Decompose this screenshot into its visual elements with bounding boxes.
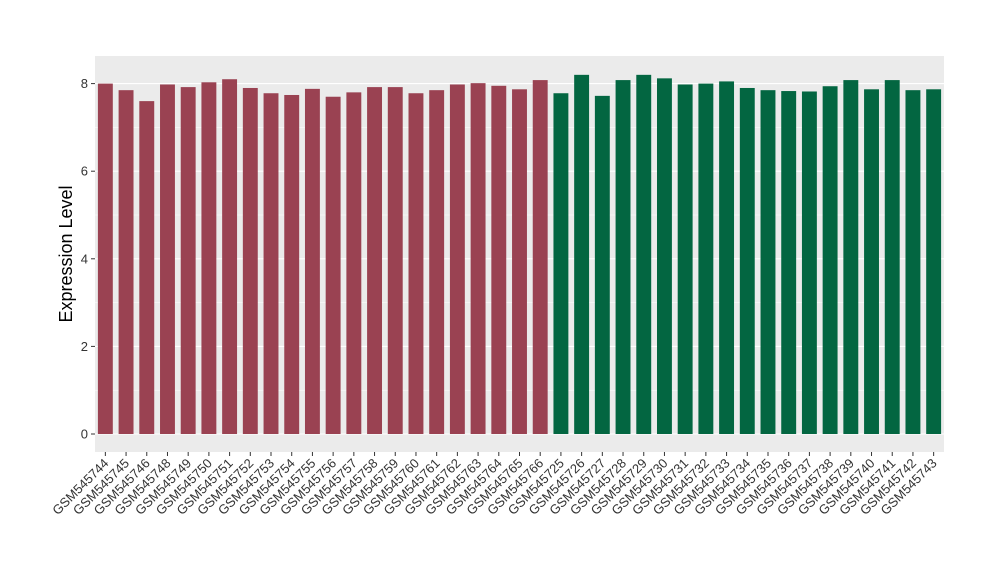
y-tick-label: 8 — [81, 76, 88, 91]
bar-gsm545743 — [926, 89, 942, 434]
bar-gsm545745 — [118, 90, 134, 435]
bar-gsm545746 — [139, 101, 155, 435]
bar-gsm545737 — [801, 91, 817, 434]
bar-gsm545739 — [843, 80, 859, 434]
bar-gsm545759 — [387, 87, 403, 434]
bar-gsm545755 — [304, 88, 320, 434]
bar-gsm545725 — [553, 93, 569, 435]
bar-gsm545729 — [636, 74, 652, 434]
bar-gsm545732 — [698, 83, 714, 434]
bar-gsm545764 — [491, 85, 507, 434]
bar-gsm545757 — [346, 92, 362, 435]
bar-gsm545763 — [470, 83, 486, 435]
bar-gsm545736 — [781, 91, 797, 435]
bar-gsm545734 — [739, 87, 755, 434]
bar-gsm545730 — [656, 78, 672, 435]
y-tick-label: 4 — [81, 251, 88, 266]
bars — [97, 74, 942, 435]
bar-gsm545741 — [884, 80, 900, 434]
bar-gsm545744 — [97, 83, 113, 434]
bar-gsm545752 — [242, 87, 258, 434]
y-tick-label: 2 — [81, 339, 88, 354]
bar-gsm545748 — [160, 84, 175, 434]
x-axis: GSM545744GSM545745GSM545746GSM545748GSM5… — [49, 452, 940, 518]
bar-gsm545740 — [864, 89, 879, 434]
y-tick-label: 6 — [81, 164, 88, 179]
bar-gsm545742 — [905, 90, 921, 435]
y-tick-label: 0 — [81, 427, 88, 442]
bar-gsm545738 — [822, 86, 838, 434]
bar-gsm545749 — [180, 87, 196, 434]
bar-gsm545760 — [408, 93, 424, 435]
bar-gsm545750 — [201, 82, 217, 434]
bar-gsm545762 — [449, 84, 465, 434]
bar-gsm545735 — [760, 90, 776, 435]
bar-gsm545758 — [367, 87, 383, 434]
bar-gsm545765 — [512, 89, 527, 434]
bar-gsm545728 — [615, 80, 631, 434]
bar-gsm545726 — [574, 74, 590, 434]
bar-gsm545756 — [325, 96, 341, 435]
y-axis-title: Expression Level — [56, 185, 76, 322]
bar-gsm545753 — [263, 93, 279, 435]
bar-gsm545727 — [594, 95, 610, 434]
bar-gsm545754 — [284, 94, 300, 434]
bar-gsm545751 — [222, 79, 238, 434]
bar-gsm545733 — [719, 81, 735, 434]
bar-gsm545731 — [677, 84, 693, 434]
bar-gsm545761 — [429, 90, 445, 435]
bar-gsm545766 — [532, 80, 548, 434]
y-axis: 0 2 4 6 8 — [81, 76, 95, 442]
